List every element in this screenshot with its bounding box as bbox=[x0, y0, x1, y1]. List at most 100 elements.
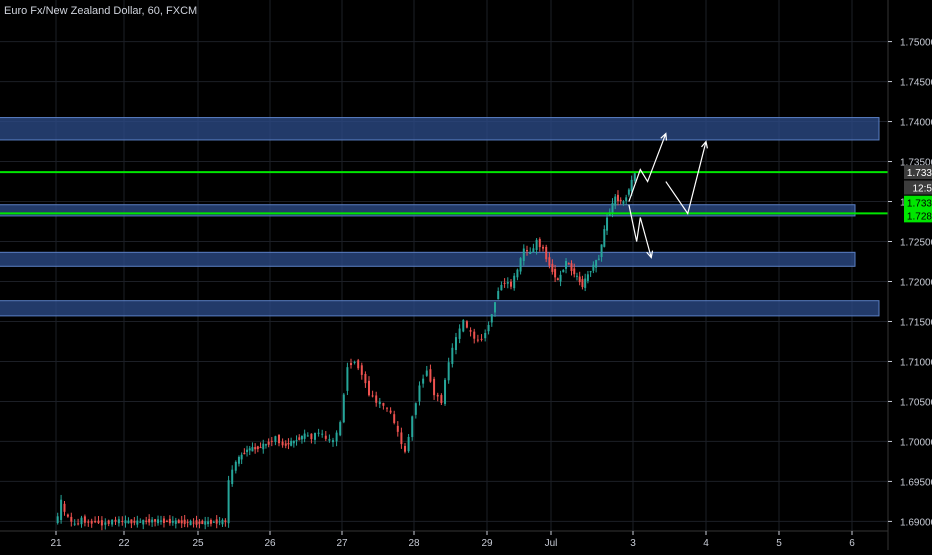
candle-body bbox=[148, 519, 150, 523]
x-tick-label: 22 bbox=[118, 538, 130, 549]
candle-body bbox=[196, 520, 198, 524]
candle-body bbox=[265, 444, 267, 445]
candle-body bbox=[108, 520, 110, 523]
candle-body bbox=[67, 515, 69, 517]
candle-body bbox=[346, 367, 348, 391]
candle-body bbox=[133, 521, 135, 523]
candle-body bbox=[494, 302, 496, 312]
candle-body bbox=[87, 521, 89, 522]
candle-body bbox=[296, 440, 298, 441]
candle-body bbox=[231, 470, 233, 484]
candle-body bbox=[451, 348, 453, 364]
candle-body bbox=[145, 521, 147, 522]
candle-body bbox=[77, 523, 79, 524]
candle-body bbox=[507, 282, 509, 284]
candle-body bbox=[584, 279, 586, 288]
candle-body bbox=[390, 411, 392, 413]
price-tag-label: 12:57 bbox=[912, 184, 932, 195]
candle-body bbox=[216, 519, 218, 523]
candle-body bbox=[579, 277, 581, 283]
candle-body bbox=[404, 446, 406, 452]
candle-body bbox=[64, 504, 66, 512]
candle-body bbox=[169, 519, 171, 523]
candle-body bbox=[532, 248, 534, 252]
candle-body bbox=[318, 433, 320, 434]
candle-body bbox=[526, 250, 528, 251]
candle-body bbox=[115, 520, 117, 522]
x-tick-label: 21 bbox=[50, 538, 62, 549]
candle-body bbox=[473, 332, 475, 339]
candle-body bbox=[172, 521, 174, 523]
candle-body bbox=[571, 263, 573, 271]
candle-body bbox=[614, 197, 616, 206]
candle-body bbox=[562, 270, 564, 272]
candle-body bbox=[631, 180, 633, 191]
candle-body bbox=[625, 197, 627, 201]
candle-body bbox=[617, 195, 619, 201]
candle-body bbox=[187, 522, 189, 523]
candle-body bbox=[601, 245, 603, 258]
candle-body bbox=[154, 519, 156, 522]
candle-body bbox=[221, 520, 223, 524]
zone-box bbox=[0, 252, 855, 266]
candle-body bbox=[307, 435, 309, 436]
candle-body bbox=[201, 521, 203, 524]
candle-body bbox=[251, 447, 253, 451]
candle-body bbox=[411, 416, 413, 437]
candle-body bbox=[361, 365, 363, 375]
candle-body bbox=[321, 434, 323, 435]
candle-body bbox=[444, 380, 446, 404]
price-tag-label: 1.73368 bbox=[907, 168, 932, 179]
price-tag-label: 1.73355 bbox=[907, 199, 932, 210]
candle-body bbox=[529, 252, 531, 254]
candle-body bbox=[70, 517, 72, 522]
candle-body bbox=[491, 314, 493, 322]
candle-body bbox=[74, 524, 76, 525]
candle-body bbox=[462, 320, 464, 331]
candle-body bbox=[246, 450, 248, 452]
candle-body bbox=[590, 271, 592, 272]
candle-body bbox=[513, 276, 515, 288]
candle-body bbox=[497, 291, 499, 299]
candle-body bbox=[408, 437, 410, 451]
candle-body bbox=[565, 261, 567, 269]
candle-body bbox=[415, 403, 417, 415]
candle-body bbox=[336, 433, 338, 442]
candle-body bbox=[545, 247, 547, 259]
candle-body bbox=[587, 274, 589, 281]
candle-body bbox=[581, 279, 583, 287]
candle-body bbox=[628, 190, 630, 195]
x-tick-label: 25 bbox=[192, 538, 204, 549]
candle-body bbox=[466, 321, 468, 327]
candle-body bbox=[523, 249, 525, 261]
candle-body bbox=[557, 278, 559, 280]
candle-body bbox=[57, 516, 59, 523]
candle-body bbox=[448, 362, 450, 380]
candle-body bbox=[595, 260, 597, 268]
candle-body bbox=[603, 229, 605, 247]
candle-body bbox=[257, 446, 259, 449]
candle-body bbox=[282, 442, 284, 446]
y-tick-label: 1.69500 bbox=[900, 477, 932, 488]
candle-body bbox=[293, 441, 295, 443]
candle-body bbox=[310, 434, 312, 439]
candle-body bbox=[339, 422, 341, 435]
candle-body bbox=[238, 457, 240, 464]
candle-body bbox=[429, 369, 431, 381]
candle-body bbox=[455, 337, 457, 350]
candle-body bbox=[568, 263, 570, 264]
y-tick-label: 1.72000 bbox=[900, 277, 932, 288]
candle-body bbox=[576, 276, 578, 277]
candle-body bbox=[372, 395, 374, 396]
candle-body bbox=[175, 520, 177, 523]
candle-body bbox=[418, 385, 420, 401]
candle-body bbox=[354, 362, 356, 363]
candle-body bbox=[606, 218, 608, 231]
candle-body bbox=[304, 434, 306, 439]
candle-body bbox=[573, 268, 575, 274]
x-tick-label: Jul bbox=[545, 538, 558, 549]
x-tick-label: 6 bbox=[849, 538, 855, 549]
candle-body bbox=[536, 240, 538, 250]
